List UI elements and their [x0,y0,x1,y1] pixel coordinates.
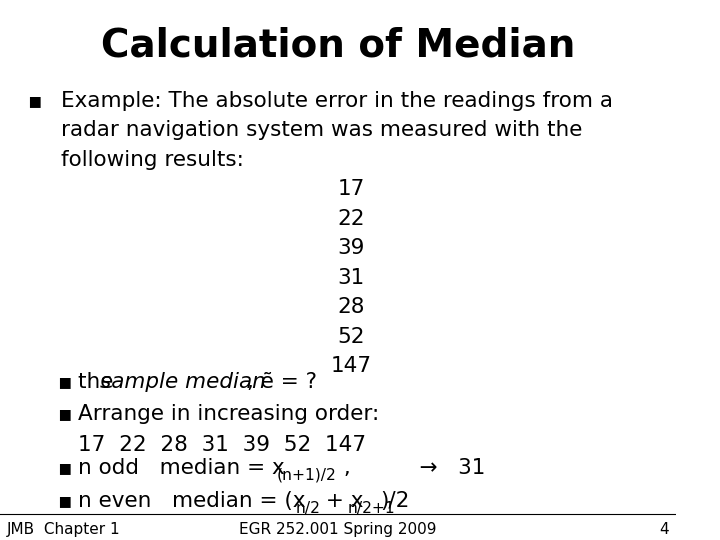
Text: 28: 28 [338,297,365,317]
Text: sample median: sample median [100,372,266,392]
Text: JMB  Chapter 1: JMB Chapter 1 [6,522,120,537]
Text: 147: 147 [331,356,372,376]
Text: ▪: ▪ [27,91,42,111]
Text: following results:: following results: [60,150,243,170]
Text: 4: 4 [660,522,669,537]
Text: , ẽ = ?: , ẽ = ? [247,372,317,392]
Text: Calculation of Median: Calculation of Median [101,27,575,65]
Text: 17  22  28  31  39  52  147: 17 22 28 31 39 52 147 [78,435,366,455]
Text: radar navigation system was measured with the: radar navigation system was measured wit… [60,120,582,140]
Text: 31: 31 [338,268,365,288]
Text: 17: 17 [338,179,365,199]
Text: EGR 252.001 Spring 2009: EGR 252.001 Spring 2009 [239,522,436,537]
Text: 52: 52 [338,327,365,347]
Text: ,          →   31: , → 31 [336,458,485,478]
Text: ▪: ▪ [58,372,72,392]
Text: Arrange in increasing order:: Arrange in increasing order: [78,404,379,424]
Text: ▪: ▪ [58,404,72,424]
Text: (n+1)/2: (n+1)/2 [276,468,336,482]
Text: n even   median = (x: n even median = (x [78,491,305,511]
Text: n/2: n/2 [295,501,320,516]
Text: ▪: ▪ [58,491,72,511]
Text: ▪: ▪ [58,458,72,478]
Text: n odd   median = x: n odd median = x [78,458,284,478]
Text: )/2: )/2 [379,491,409,511]
Text: + x: + x [319,491,364,511]
Text: the: the [78,372,120,392]
Text: 22: 22 [338,209,365,229]
Text: 39: 39 [338,238,365,258]
Text: Example: The absolute error in the readings from a: Example: The absolute error in the readi… [60,91,613,111]
Text: n/2+1: n/2+1 [347,501,395,516]
